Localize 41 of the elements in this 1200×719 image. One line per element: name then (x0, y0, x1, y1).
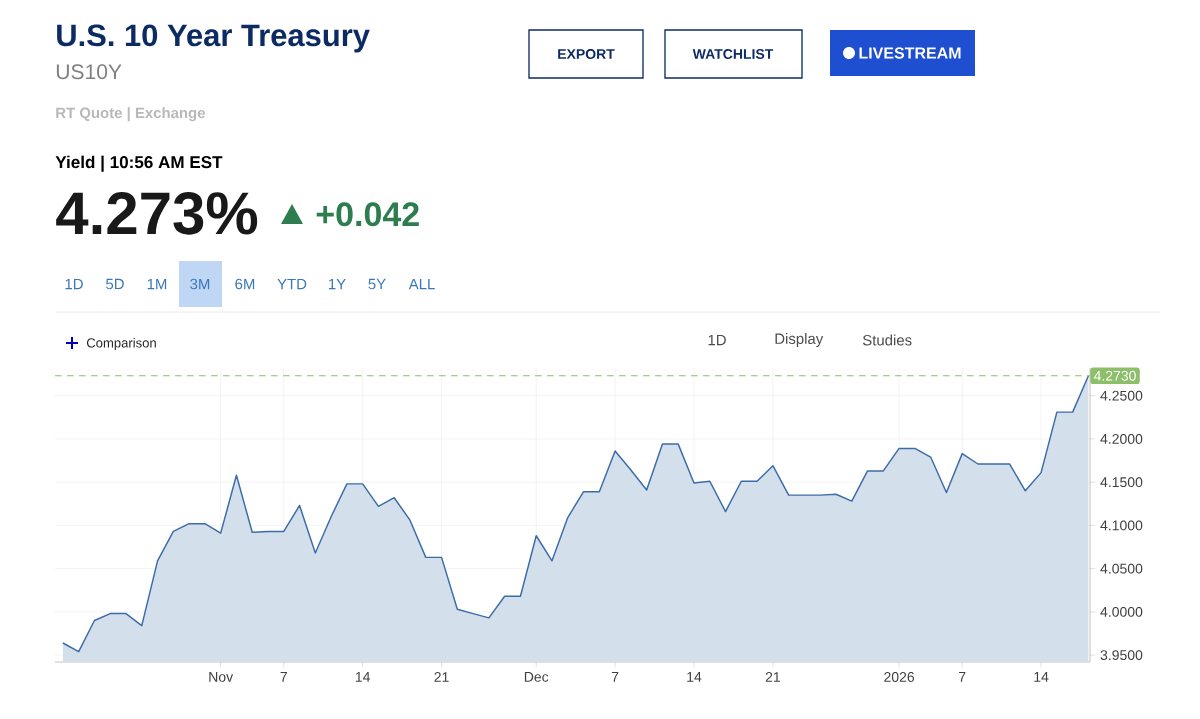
text: RT Quote | Exchange (56, 107, 205, 122)
text: 6M (235, 278, 255, 290)
x-tick-label: Dec (524, 672, 549, 682)
text: 3M (190, 278, 210, 290)
y-tick-label: 4.2500 (1100, 390, 1143, 401)
ref-line-label: 4.2730 (1093, 370, 1136, 381)
y-tick-label: 4.0500 (1100, 563, 1143, 574)
text: 1D (65, 278, 83, 290)
x-tick-label: 7 (611, 672, 619, 682)
text: 4.273% (56, 192, 258, 235)
text: 1Y (329, 278, 346, 290)
x-tick-label: Nov (209, 672, 234, 682)
y-tick-label: 3.9500 (1100, 650, 1143, 661)
chart-subtitle: US10Y (56, 64, 122, 80)
text: Comparison (86, 337, 156, 351)
text: Display (775, 333, 824, 347)
text: LIVESTREAM (859, 47, 961, 59)
text: 1D (708, 334, 726, 346)
text: YTD (277, 278, 307, 290)
text: EXPORT (558, 49, 615, 59)
chart-title: U.S. 10 Year Treasury (57, 24, 370, 53)
x-tick-label: 21 (434, 672, 449, 682)
text: ALL (408, 278, 435, 290)
text: WATCHLIST (692, 49, 774, 59)
y-tick-label: 4.1500 (1100, 477, 1143, 488)
x-tick-label: 7 (280, 672, 287, 682)
text: 5Y (368, 278, 386, 290)
text: Yield | 10:56 AM EST (55, 155, 223, 172)
text: +0.042 (316, 202, 419, 227)
y-tick-label: 4.0000 (1100, 606, 1143, 617)
x-tick-label: 14 (687, 672, 702, 682)
y-tick-label: 4.2000 (1100, 433, 1143, 444)
x-tick-label: 14 (355, 672, 371, 682)
text: 1M (147, 278, 167, 290)
x-tick-label: 14 (1034, 672, 1049, 682)
x-tick-label: 7 (959, 672, 966, 682)
text: Studies (862, 334, 912, 346)
y-tick-label: 4.1000 (1100, 520, 1143, 531)
text: 5D (106, 278, 124, 290)
x-tick-label: 21 (765, 672, 780, 682)
x-tick-label: 2026 (884, 672, 915, 682)
